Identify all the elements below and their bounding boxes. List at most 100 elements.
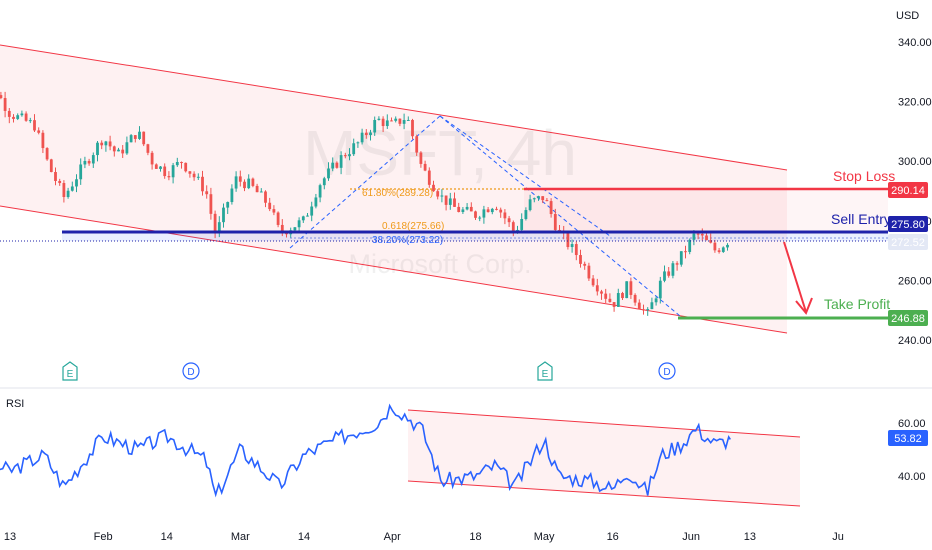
projection-arrow[interactable] bbox=[783, 241, 807, 313]
candle-body bbox=[45, 148, 49, 160]
candle-body bbox=[167, 176, 171, 178]
watermark-name: Microsoft Corp. bbox=[348, 249, 531, 279]
candle-body bbox=[474, 211, 477, 218]
candle-body bbox=[482, 209, 486, 218]
candle-body bbox=[658, 280, 662, 299]
candle-body bbox=[390, 120, 393, 122]
candle-body bbox=[322, 178, 326, 186]
candle-body bbox=[398, 118, 402, 124]
price-tick-label: 320.00 bbox=[898, 97, 932, 109]
time-tick-label: 13 bbox=[744, 531, 756, 543]
candle-body bbox=[616, 293, 620, 307]
candle-body bbox=[705, 235, 708, 241]
candle-body bbox=[41, 132, 45, 149]
candle-body bbox=[163, 166, 167, 177]
candle-body bbox=[570, 244, 574, 248]
candle-body bbox=[642, 309, 645, 311]
candle-body bbox=[70, 186, 74, 191]
candle-body bbox=[222, 207, 225, 223]
dividend-event-2[interactable]: D bbox=[658, 362, 676, 380]
price-tick-label: 260.00 bbox=[898, 275, 932, 287]
candle-body bbox=[348, 154, 351, 157]
time-tick-label: 14 bbox=[161, 531, 173, 543]
rsi-channel-lower[interactable] bbox=[407, 480, 801, 507]
candle-body bbox=[138, 131, 141, 139]
take-profit-badge-bg bbox=[888, 310, 928, 326]
channel-lower-line[interactable] bbox=[0, 205, 788, 334]
rsi-tick-label: 40.00 bbox=[898, 471, 926, 483]
candle-body bbox=[339, 155, 343, 168]
candle-body bbox=[415, 136, 419, 153]
candle-body bbox=[75, 179, 78, 187]
time-tick-label: 16 bbox=[607, 531, 619, 543]
fib-retracement-drawing[interactable] bbox=[289, 115, 441, 249]
candle-body bbox=[537, 196, 540, 199]
earnings-event-1[interactable]: E bbox=[62, 361, 78, 381]
take-profit-badge-text: 246.88 bbox=[891, 313, 925, 325]
candle-body bbox=[247, 178, 251, 189]
candle-body bbox=[213, 213, 217, 234]
price-channel-fill bbox=[0, 45, 787, 333]
fib-618-label: 61.80%(289.28) bbox=[362, 188, 433, 199]
candle-body bbox=[604, 293, 608, 299]
fib-extension-drawing-a[interactable] bbox=[439, 115, 681, 317]
candle-body bbox=[255, 185, 259, 193]
earnings-event-2[interactable]: E bbox=[537, 361, 553, 381]
time-axis[interactable]: 13 Feb 14 Mar 14 Apr 18 May 16 Jun 13 Ju bbox=[4, 531, 844, 543]
rsi-axis[interactable]: 60.00 40.00 bbox=[898, 418, 926, 483]
candle-body bbox=[100, 142, 104, 146]
channel-upper-line[interactable] bbox=[0, 44, 788, 171]
candle-body bbox=[503, 212, 507, 219]
candle-body bbox=[545, 200, 549, 202]
candle-body bbox=[532, 198, 536, 200]
candle-body bbox=[146, 144, 150, 153]
candle-body bbox=[448, 198, 452, 205]
candle-body bbox=[327, 168, 330, 179]
candle-body bbox=[180, 162, 183, 164]
candle-body bbox=[188, 171, 192, 174]
candle-body bbox=[671, 263, 675, 276]
candle-body bbox=[465, 206, 469, 210]
dividend-event-1[interactable]: D bbox=[182, 362, 200, 380]
candle-body bbox=[171, 165, 175, 178]
candle-body bbox=[243, 181, 246, 189]
rsi-value-badge-text: 53.82 bbox=[894, 433, 922, 445]
stop-loss-badge-bg bbox=[888, 182, 928, 198]
rsi-channel-upper[interactable] bbox=[407, 409, 801, 438]
candle-body bbox=[66, 190, 70, 198]
candle-body bbox=[696, 233, 700, 235]
stop-loss-badge-text: 290.14 bbox=[891, 185, 925, 197]
candle-body bbox=[112, 146, 116, 152]
candle-body bbox=[478, 217, 482, 219]
candle-body bbox=[574, 244, 578, 256]
candle-body bbox=[423, 163, 427, 171]
candle-body bbox=[234, 176, 238, 189]
rsi-channel-fill bbox=[408, 410, 800, 506]
candle-body bbox=[553, 214, 557, 230]
fib-382-label: 38.20%(273.22) bbox=[372, 235, 443, 246]
time-tick-label: Ju bbox=[832, 531, 844, 543]
time-tick-label: Feb bbox=[94, 531, 113, 543]
candle-body bbox=[612, 302, 616, 307]
candle-body bbox=[495, 208, 498, 210]
dividend-event-2-label: D bbox=[663, 367, 670, 378]
candle-body bbox=[587, 265, 591, 279]
candle-body bbox=[7, 110, 11, 117]
candle-body bbox=[150, 152, 154, 165]
candle-body bbox=[385, 120, 389, 127]
candle-body bbox=[427, 170, 431, 185]
candle-body bbox=[24, 113, 28, 121]
candle-body bbox=[331, 162, 335, 169]
candle-body bbox=[608, 298, 612, 303]
take-profit-badge: 246.88 bbox=[888, 310, 928, 326]
candle-body bbox=[364, 132, 368, 136]
candle-body bbox=[663, 271, 666, 281]
candle-body bbox=[579, 255, 582, 264]
last-price-badge-text: 272.52 bbox=[891, 237, 925, 249]
candle-body bbox=[457, 206, 461, 212]
candle-body bbox=[406, 119, 410, 121]
stop-loss-label: Stop Loss bbox=[833, 168, 895, 184]
candle-body bbox=[301, 216, 305, 221]
candle-body bbox=[58, 180, 62, 184]
